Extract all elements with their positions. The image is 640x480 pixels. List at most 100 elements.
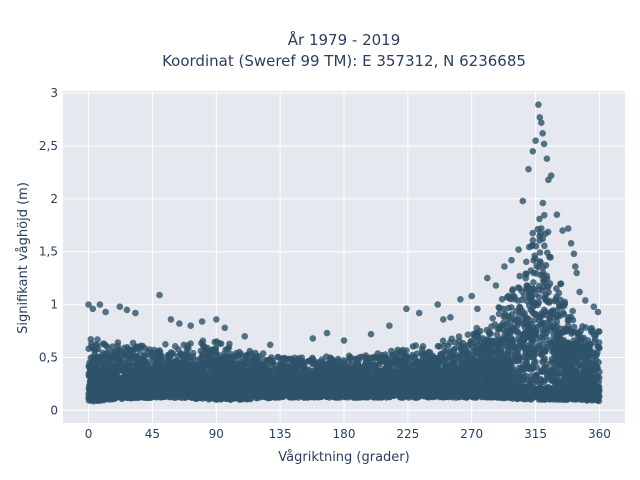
scatter-point [141, 362, 148, 369]
scatter-point [547, 253, 554, 261]
scatter-point [248, 350, 255, 357]
scatter-point [334, 365, 342, 373]
scatter-point [530, 279, 537, 286]
scatter-point [90, 346, 98, 353]
scatter-point [515, 343, 522, 351]
scatter-point [504, 347, 512, 354]
scatter-point [562, 328, 570, 335]
scatter-point [513, 307, 520, 315]
scatter-point [377, 374, 384, 381]
scatter-point [533, 371, 541, 378]
scatter-point [564, 317, 572, 324]
scatter-point [397, 357, 405, 365]
scatter-point [487, 358, 495, 366]
scatter-point [201, 343, 208, 351]
scatter-point [535, 299, 543, 306]
scatter-point [118, 358, 126, 366]
scatter-point [291, 374, 299, 381]
scatter-point [319, 360, 326, 368]
scatter-point [300, 366, 308, 374]
scatter-point [542, 346, 550, 354]
scatter-point [576, 335, 584, 342]
scatter-point [523, 258, 530, 266]
scatter-point [539, 199, 547, 207]
scatter-point [244, 358, 251, 366]
scatter-point [464, 342, 471, 349]
scatter-point [433, 355, 441, 362]
scatter-point [186, 358, 194, 366]
scatter-point [535, 293, 543, 301]
scatter-point [541, 242, 548, 250]
scatter-point [542, 308, 549, 316]
scatter-point [520, 376, 527, 384]
scatter-point [569, 342, 577, 349]
scatter-point [510, 325, 518, 333]
scatter-point [549, 323, 557, 331]
scatter-point [498, 295, 506, 303]
scatter-point [348, 367, 356, 375]
data-points [85, 101, 603, 405]
scatter-point [495, 368, 503, 376]
scatter-point [421, 350, 428, 357]
scatter-point [516, 285, 523, 292]
scatter-point [546, 317, 554, 324]
scatter-point [519, 369, 527, 377]
scatter-point [334, 355, 342, 363]
scatter-point [541, 211, 548, 219]
scatter-point [381, 366, 389, 374]
scatter-point [205, 349, 212, 356]
scatter-point [444, 364, 451, 371]
scatter-point [582, 363, 590, 370]
scatter-point [374, 354, 381, 361]
scatter-point [576, 371, 583, 379]
scatter-point [99, 340, 107, 348]
scatter-point [555, 289, 563, 297]
scatter-point [342, 363, 350, 371]
scatter-point [538, 320, 546, 327]
scatter-point [489, 315, 497, 322]
scatter-point [136, 344, 143, 352]
scatter-point [509, 286, 516, 293]
scatter-point [114, 339, 122, 346]
scatter-point [486, 330, 493, 337]
scatter-point [533, 262, 540, 270]
scatter-point [537, 376, 545, 384]
scatter-point [464, 331, 472, 339]
scatter-point [281, 363, 289, 371]
scatter-point [136, 349, 144, 357]
scatter-point [268, 363, 276, 371]
scatter-point [500, 313, 508, 321]
scatter-point [323, 353, 330, 361]
scatter-point [94, 336, 101, 343]
scatter-point [516, 272, 523, 280]
scatter-point [529, 229, 536, 237]
scatter-point [505, 313, 513, 320]
scatter-point [504, 332, 512, 340]
scatter-point [502, 371, 509, 379]
scatter-point [536, 215, 543, 223]
scatter-point [503, 320, 510, 327]
scatter-point [493, 331, 501, 338]
scatter-point [227, 350, 235, 358]
scatter-point [461, 374, 469, 382]
scatter-point [446, 348, 454, 356]
scatter-point [264, 357, 271, 364]
scatter-point [127, 368, 135, 376]
scatter-point [329, 359, 336, 367]
scatter-point [468, 355, 476, 362]
scatter-point [103, 355, 110, 363]
scatter-point [171, 343, 179, 350]
scatter-point [141, 352, 149, 360]
scatter-point [409, 343, 417, 350]
scatter-point [595, 359, 602, 366]
scatter-point [259, 350, 267, 357]
scatter-point [527, 295, 534, 302]
scatter-point [258, 363, 266, 370]
scatter-point [367, 354, 375, 362]
scatter-point [147, 362, 154, 369]
scatter-point [539, 336, 546, 344]
scatter-point [542, 295, 549, 303]
scatter-point [439, 337, 447, 345]
scatter-point [544, 228, 552, 236]
scatter-point [199, 360, 207, 367]
